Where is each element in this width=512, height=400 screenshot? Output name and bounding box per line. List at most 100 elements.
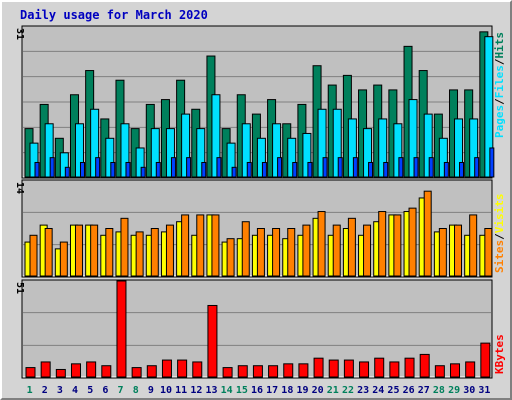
- files-bar-day-10: [165, 128, 175, 178]
- legend-sep: /: [493, 233, 506, 240]
- day-label-13: 13: [205, 385, 217, 396]
- pages-bar-day-5: [95, 157, 101, 178]
- kbytes-bar-day-4: [70, 363, 81, 378]
- sites-bar-day-6: [105, 228, 114, 277]
- sites-bar-day-1: [29, 234, 38, 277]
- sites-bar-day-18: [287, 228, 296, 277]
- legend-kbytes: KBytes: [493, 334, 506, 374]
- day-label-19: 19: [296, 385, 308, 396]
- visits-y-max-label: 14: [14, 182, 25, 194]
- files-bar-day-3: [59, 152, 69, 178]
- files-bar-day-21: [332, 108, 342, 178]
- legend-sites: Sites: [493, 240, 506, 273]
- files-bar-day-20: [317, 108, 327, 178]
- kbytes-bar-day-24: [374, 357, 385, 378]
- sites-bar-day-2: [44, 228, 53, 277]
- legend-hits: Hits: [493, 32, 506, 59]
- files-bar-day-8: [135, 147, 145, 178]
- files-bar-day-31: [484, 36, 494, 178]
- files-bar-day-30: [469, 118, 479, 178]
- sites-bar-day-4: [74, 224, 83, 277]
- pages-bar-day-17: [277, 157, 283, 178]
- day-label-21: 21: [327, 385, 339, 396]
- kbytes-bar-day-30: [465, 361, 476, 378]
- files-bar-day-4: [74, 123, 84, 178]
- kbytes-bar-day-10: [161, 359, 172, 378]
- kbytes-bar-day-22: [343, 359, 354, 378]
- kbytes-bar-day-20: [313, 357, 324, 378]
- pages-bar-day-9: [155, 161, 161, 178]
- day-label-18: 18: [281, 385, 293, 396]
- day-label-10: 10: [160, 385, 172, 396]
- pages-bar-day-20: [322, 157, 328, 178]
- kbytes-bar-day-17: [268, 365, 279, 378]
- pages-bar-day-23: [368, 161, 374, 178]
- visits-sites-legend: Sites/Visits: [493, 194, 506, 274]
- kbytes-bar-day-19: [298, 363, 309, 378]
- sites-bar-day-12: [196, 214, 205, 277]
- files-bar-day-9: [150, 128, 160, 178]
- pages-bar-day-18: [292, 161, 298, 178]
- legend-sep: /: [493, 98, 506, 105]
- pages-bar-day-16: [261, 161, 267, 178]
- files-bar-day-26: [408, 99, 418, 178]
- kbytes-bar-day-6: [101, 365, 112, 378]
- day-label-9: 9: [148, 385, 154, 396]
- sites-bar-day-9: [150, 228, 159, 277]
- kbytes-bar-day-1: [25, 367, 36, 378]
- kbytes-bar-day-15: [237, 365, 248, 378]
- day-label-28: 28: [433, 385, 445, 396]
- pages-bar-day-25: [398, 157, 404, 178]
- kbytes-bar-day-18: [283, 363, 294, 378]
- day-label-24: 24: [372, 385, 384, 396]
- sites-bar-day-24: [378, 211, 387, 277]
- sites-bar-day-29: [454, 224, 463, 277]
- day-label-16: 16: [251, 385, 263, 396]
- sites-bar-day-30: [469, 214, 478, 277]
- sites-bar-day-31: [484, 228, 493, 277]
- sites-bar-day-5: [90, 224, 99, 277]
- kbytes-bar-day-27: [419, 353, 430, 378]
- sites-bar-day-16: [256, 228, 265, 277]
- legend-pages: Pages: [493, 105, 506, 138]
- kbytes-bar-day-31: [480, 342, 491, 378]
- kbytes-bar-day-3: [55, 368, 66, 378]
- sites-bar-day-27: [423, 190, 432, 277]
- pages-bar-day-13: [216, 157, 222, 178]
- sites-bar-day-8: [135, 231, 144, 277]
- day-label-14: 14: [221, 385, 233, 396]
- day-label-29: 29: [448, 385, 460, 396]
- files-bar-day-28: [438, 137, 448, 178]
- pages-bar-day-7: [125, 161, 131, 178]
- pages-bar-day-10: [170, 157, 176, 178]
- sites-bar-day-23: [363, 224, 372, 277]
- pages-bar-day-15: [246, 161, 252, 178]
- chart-title: Daily usage for March 2020: [20, 8, 208, 22]
- pages-bar-day-19: [307, 161, 313, 178]
- pages-bar-day-8: [140, 166, 146, 178]
- kbytes-bar-day-12: [192, 361, 203, 378]
- day-label-4: 4: [72, 385, 78, 396]
- day-label-7: 7: [118, 385, 124, 396]
- kbytes-bar-day-5: [86, 361, 97, 378]
- sites-bar-day-22: [347, 217, 356, 277]
- kbytes-bar-day-7: [116, 280, 127, 378]
- pages-bar-day-2: [49, 157, 55, 178]
- hits-files-pages-legend: Pages/Files/Hits: [493, 32, 506, 138]
- sites-bar-day-11: [181, 214, 190, 277]
- kbytes-bar-day-21: [328, 359, 339, 378]
- pages-bar-day-11: [186, 157, 192, 178]
- sites-bar-day-3: [59, 241, 68, 277]
- day-label-17: 17: [266, 385, 278, 396]
- day-label-3: 3: [57, 385, 63, 396]
- day-label-25: 25: [387, 385, 399, 396]
- sites-bar-day-10: [165, 224, 174, 277]
- day-label-12: 12: [190, 385, 202, 396]
- pages-bar-day-21: [337, 157, 343, 178]
- day-label-11: 11: [175, 385, 187, 396]
- pages-bar-day-29: [459, 161, 465, 178]
- sites-bar-day-26: [408, 207, 417, 277]
- day-label-15: 15: [236, 385, 248, 396]
- kbytes-bar-day-23: [359, 361, 370, 378]
- day-label-30: 30: [463, 385, 475, 396]
